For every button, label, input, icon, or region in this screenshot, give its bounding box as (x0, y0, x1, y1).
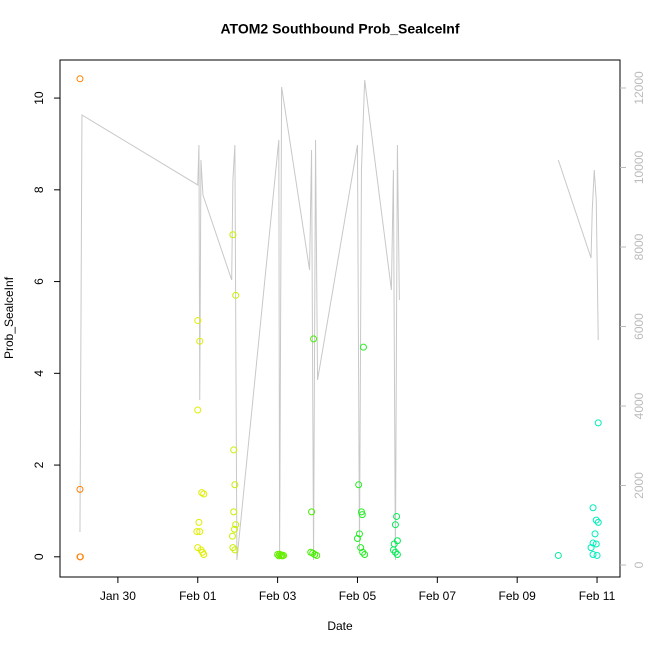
point (228, 532, 236, 540)
y-axis-label: Prob_SealceInf (2, 276, 16, 359)
point (593, 551, 601, 559)
y2-tick-label: 10000 (632, 150, 646, 184)
point (359, 548, 367, 556)
y-tick-label: 4 (32, 370, 46, 377)
point (359, 343, 367, 351)
point (389, 546, 397, 554)
point (357, 544, 365, 552)
y2-tick-label: 4000 (632, 392, 646, 419)
point (196, 528, 204, 536)
x-axis-label: Date (327, 619, 353, 633)
point (76, 553, 84, 561)
chart-title: ATOM2 Southbound Prob_SealceInf (220, 21, 459, 37)
point (194, 317, 202, 325)
y2-tick-label: 6000 (632, 313, 646, 340)
y2-tick-label: 8000 (632, 233, 646, 260)
point (231, 481, 239, 489)
point (230, 446, 238, 454)
point (230, 508, 238, 516)
plot-frame (59, 59, 621, 578)
point (355, 481, 363, 489)
x-tick-label: Feb 05 (339, 589, 377, 603)
depth-line (79, 79, 599, 561)
point (393, 551, 401, 559)
y2-tick-label: 0 (632, 561, 646, 568)
point (591, 530, 599, 538)
point (353, 534, 361, 542)
x-tick-label: Feb 09 (499, 589, 537, 603)
point (200, 551, 208, 559)
y2-tick-label: 2000 (632, 472, 646, 499)
point (357, 508, 365, 516)
x-tick-label: Feb 03 (259, 589, 297, 603)
point (232, 521, 240, 529)
point (594, 518, 602, 526)
x-tick-label: Feb 11 (579, 589, 616, 603)
point (230, 525, 238, 533)
point (587, 544, 595, 552)
point (592, 540, 600, 548)
point (280, 551, 288, 559)
y-tick-label: 2 (32, 461, 46, 468)
point (592, 516, 600, 524)
point (195, 518, 203, 526)
point (196, 337, 204, 345)
x-tick-label: Jan 30 (100, 589, 136, 603)
point (232, 291, 240, 299)
point (308, 508, 316, 516)
point (229, 231, 237, 239)
point (361, 551, 369, 559)
x-tick-label: Feb 07 (419, 589, 457, 603)
point (391, 521, 399, 529)
point (76, 485, 84, 493)
point (309, 549, 317, 557)
point (355, 530, 363, 538)
point (310, 335, 318, 343)
point (393, 512, 401, 520)
point (594, 419, 602, 427)
point (589, 551, 597, 559)
point (76, 75, 84, 83)
y-tick-label: 8 (32, 186, 46, 193)
point (554, 551, 562, 559)
point (391, 548, 399, 556)
point (193, 528, 201, 536)
y-tick-label: 6 (32, 278, 46, 285)
point (198, 489, 206, 497)
point (194, 406, 202, 414)
point (589, 504, 597, 512)
point (231, 546, 239, 554)
y-tick-label: 0 (32, 553, 46, 560)
point (229, 544, 237, 552)
point (358, 511, 366, 519)
x-tick-label: Feb 01 (179, 589, 217, 603)
y2-tick-label: 12000 (632, 71, 646, 105)
y-tick-label: 10 (32, 91, 46, 105)
point (589, 539, 597, 547)
point (200, 490, 208, 498)
point (313, 551, 321, 559)
